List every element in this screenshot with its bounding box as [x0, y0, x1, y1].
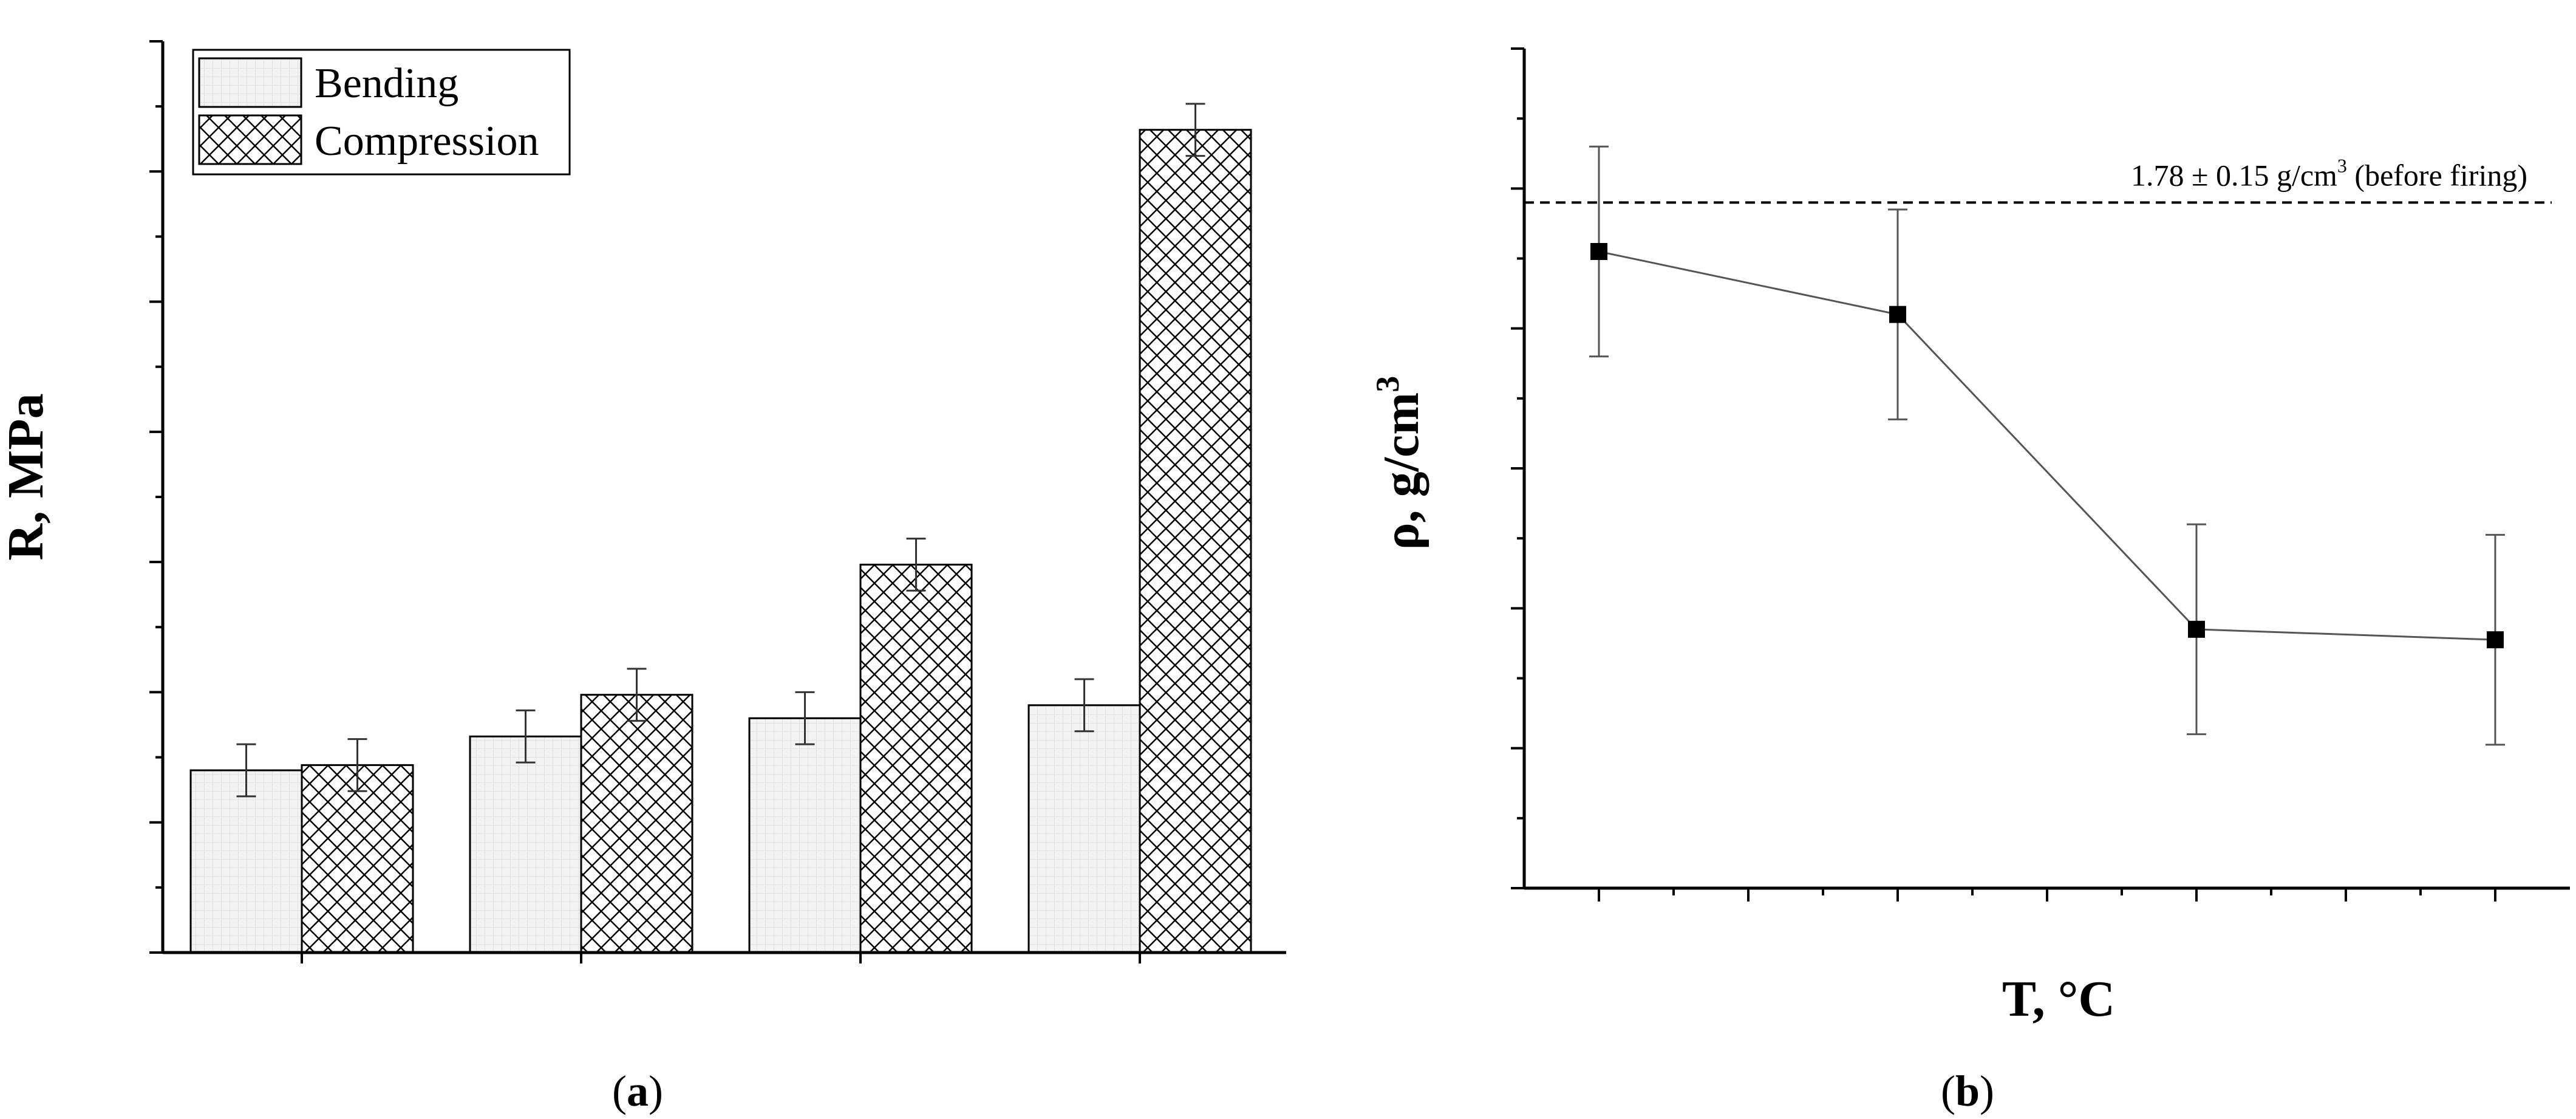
error-bar	[1185, 103, 1205, 157]
data-point-1100	[2487, 631, 2504, 649]
error-bar	[516, 709, 536, 764]
error-bar	[627, 668, 647, 722]
x-axis-label: T, °C	[2002, 971, 2115, 1027]
error-bars-group	[236, 103, 1205, 798]
data-point-700	[1889, 306, 1906, 323]
scatter-chart-panel: 1.78 ± 0.15 g/cm3 (before firing) T, °C …	[1369, 47, 2570, 1115]
bar-compression-700	[580, 694, 693, 954]
bar-compression-1100	[1139, 129, 1252, 954]
panel-letter-a: a	[627, 1067, 649, 1115]
panel-label-a: (a)	[612, 1067, 663, 1115]
series-line	[1598, 250, 2496, 641]
bar-chart-panel: R, MPa Bending Compression (a)	[0, 40, 1286, 1115]
bar-bending-700	[469, 735, 582, 954]
error-bar	[236, 743, 256, 798]
y-axis-label: R, MPa	[0, 393, 54, 560]
error-bar	[347, 738, 367, 792]
error-bar	[906, 538, 926, 592]
axes	[1511, 47, 2570, 902]
legend-swatch-compression	[198, 114, 302, 165]
reference-line-group: 1.78 ± 0.15 g/cm3 (before firing)	[1524, 154, 2552, 204]
error-bars-group	[1589, 145, 2505, 746]
error-bar	[795, 691, 815, 745]
panel-letter-b: b	[1955, 1067, 1980, 1115]
reference-line-label: 1.78 ± 0.15 g/cm3 (before firing)	[2131, 154, 2527, 192]
legend-label-compression: Compression	[315, 118, 539, 165]
y-axis-label: ρ, g/cm3	[1369, 376, 1429, 550]
bar-bending-900	[748, 717, 862, 954]
axes	[149, 40, 1286, 963]
bar-bending-1100	[1027, 704, 1141, 954]
error-bar	[1074, 678, 1094, 733]
legend-swatch-bending	[198, 57, 302, 108]
legend: Bending Compression	[192, 49, 571, 176]
bar-compression-900	[859, 563, 973, 954]
legend-label-bending: Bending	[315, 60, 458, 107]
bar-compression-500	[301, 764, 414, 954]
points-group	[1590, 242, 2504, 649]
data-point-900	[2188, 620, 2205, 638]
panel-label-b: (b)	[1941, 1067, 1994, 1115]
bars-group	[189, 129, 1252, 954]
bar-bending-500	[189, 769, 303, 954]
data-point-500	[1590, 242, 1607, 260]
